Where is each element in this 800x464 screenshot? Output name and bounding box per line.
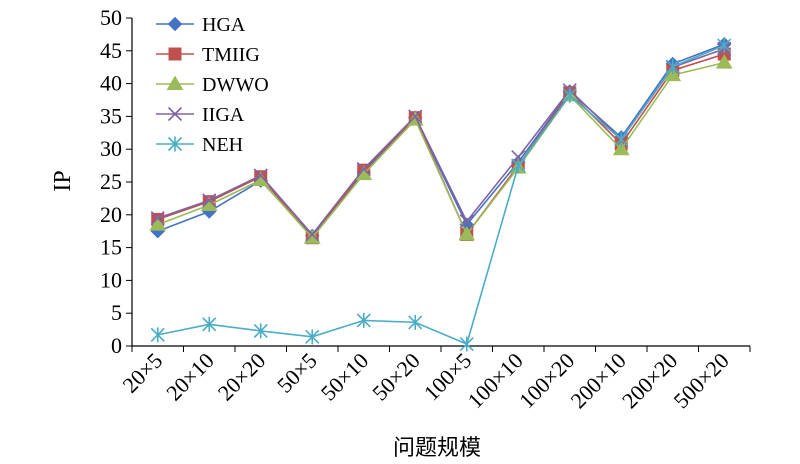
y-axis-ticks: 0 5 10 15 20 25 30 35 40 45 50 (100, 5, 132, 358)
legend-item-tmiig: TMIIG (156, 44, 260, 66)
x-tick-label: 20×5 (117, 348, 167, 398)
data-point-iiga (356, 161, 371, 176)
x-tick-label: 20×20 (213, 348, 271, 406)
x-axis-title: 问题规模 (393, 436, 481, 461)
data-point-iiga (253, 168, 268, 183)
data-point-neh (356, 312, 371, 328)
data-point-dwwo (406, 111, 424, 126)
data-point-dwwo (303, 229, 321, 244)
legend-label-hga: HGA (202, 14, 246, 36)
data-point-iiga (305, 227, 320, 242)
x-tick-label: 50×5 (272, 348, 322, 398)
data-point-iiga (459, 214, 474, 229)
y-tick-label: 10 (100, 267, 122, 292)
data-point-neh (305, 329, 320, 345)
data-point-neh (150, 327, 165, 343)
data-point-iiga (150, 211, 165, 226)
y-tick-label: 5 (111, 300, 122, 325)
axes (131, 18, 750, 347)
legend-marker-dwwo (166, 75, 184, 90)
legend-marker-neh (167, 136, 183, 152)
y-tick-label: 40 (100, 71, 122, 96)
legend: HGA TMIIG DWWO IIGA NEH (156, 14, 269, 156)
series-line-dwwo (157, 61, 725, 239)
data-point-neh (562, 87, 577, 103)
data-point-neh (202, 316, 217, 332)
x-tick-label: 200×20 (617, 348, 682, 413)
series-neh (150, 38, 732, 352)
y-axis-title: IP (50, 170, 76, 191)
x-tick-label: 200×10 (565, 348, 630, 413)
series-line-hga (157, 43, 725, 238)
data-point-dwwo (715, 54, 733, 69)
x-tick-label: 100×10 (462, 348, 527, 413)
legend-item-hga: HGA (156, 14, 246, 36)
legend-item-iiga: IIGA (156, 104, 245, 126)
data-point-dwwo (664, 66, 682, 82)
data-point-dwwo (149, 216, 167, 231)
data-point-dwwo (612, 140, 630, 156)
series-line-neh (157, 44, 725, 346)
y-tick-label: 15 (100, 235, 122, 260)
legend-label-dwwo: DWWO (202, 74, 269, 96)
x-tick-label: 50×10 (316, 348, 374, 406)
y-tick-label: 45 (100, 38, 122, 63)
y-tick-label: 25 (100, 169, 122, 194)
data-point-neh (459, 336, 474, 352)
legend-label-neh: NEH (202, 134, 243, 156)
y-tick-label: 50 (100, 5, 122, 30)
data-point-neh (717, 38, 732, 54)
x-tick-label: 500×20 (668, 348, 733, 413)
data-point-neh (408, 314, 423, 330)
legend-item-neh: NEH (156, 134, 243, 156)
legend-label-tmiig: TMIIG (202, 44, 260, 66)
legend-marker-iiga (167, 106, 183, 122)
legend-marker-hga (167, 16, 183, 32)
y-tick-label: 20 (100, 202, 122, 227)
data-point-neh (253, 323, 268, 339)
x-tick-label: 100×20 (514, 348, 579, 413)
y-tick-label: 35 (100, 103, 122, 128)
data-point-neh (665, 59, 680, 75)
y-tick-label: 30 (100, 136, 122, 161)
legend-label-iiga: IIGA (202, 104, 245, 126)
legend-marker-tmiig (168, 47, 182, 61)
data-point-neh (614, 131, 629, 147)
data-point-dwwo (458, 225, 476, 241)
x-tick-label: 20×10 (161, 348, 219, 406)
x-tick-label: 50×20 (367, 348, 425, 406)
data-point-iiga (202, 193, 217, 208)
data-point-iiga (408, 109, 423, 124)
y-tick-label: 0 (111, 333, 122, 358)
data-point-neh (511, 158, 526, 174)
series-layer (149, 37, 733, 352)
legend-item-dwwo: DWWO (156, 74, 269, 96)
